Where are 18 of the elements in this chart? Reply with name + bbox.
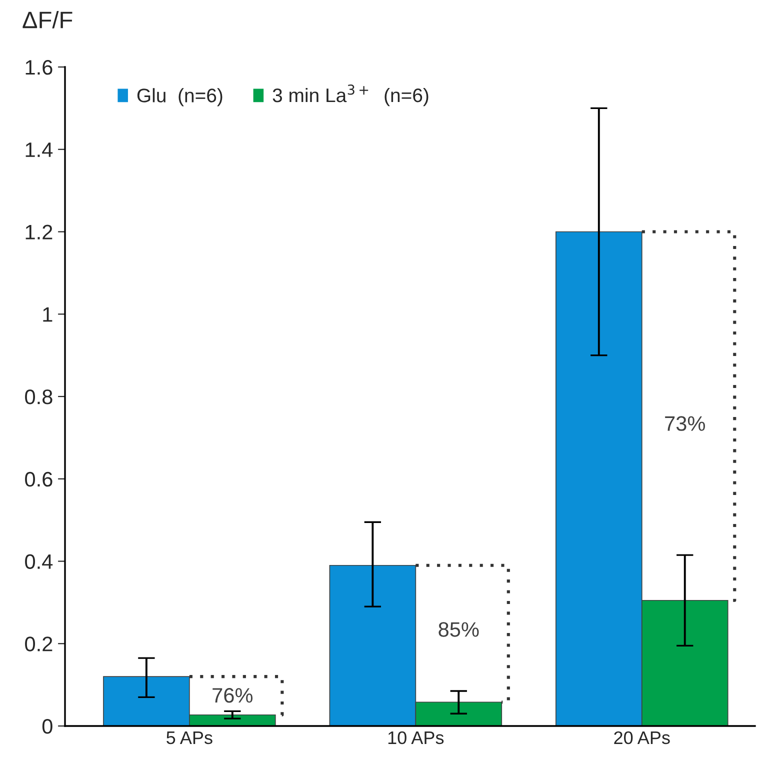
x-tick-label: 10 APs xyxy=(388,731,444,744)
legend-label: Glu (n=6) xyxy=(137,88,222,106)
text: 3 min La$^{3+}$ (n=6) xyxy=(272,84,428,106)
y-tick-label: 0.6 xyxy=(25,472,52,487)
annotation: 73% xyxy=(665,416,705,431)
annotation: 76% xyxy=(212,688,253,703)
y-axis-title: ΔF/F xyxy=(22,10,72,28)
y-tick-label: 1 xyxy=(43,307,52,322)
y-tick-label: 1.2 xyxy=(26,224,52,240)
y-tick-label: 1.6 xyxy=(26,60,52,75)
y-tick-label: 0.2 xyxy=(25,636,52,652)
x-tick-label: 5 APs xyxy=(166,732,212,744)
y-tick-label: 0.8 xyxy=(25,390,52,404)
x-tick-label: 20 APs xyxy=(614,731,670,744)
y-tick-label: 0.4 xyxy=(25,554,53,570)
y-tick-label: 0 xyxy=(42,719,52,734)
annotation: 85% xyxy=(438,622,479,637)
y-tick-label: 1.4 xyxy=(26,142,53,157)
